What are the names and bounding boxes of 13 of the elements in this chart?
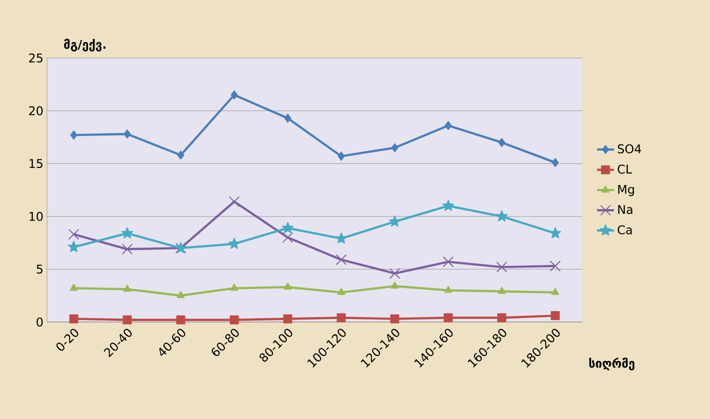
y-tick-label: 10: [30, 212, 43, 221]
legend-label: CL: [618, 164, 632, 174]
y-tick-label: 20: [29, 106, 43, 116]
legend-label: Na: [618, 205, 632, 214]
x-axis-title: სიღრმე: [589, 358, 634, 370]
legend-label: Mg: [618, 184, 634, 196]
y-tick-label: 5: [36, 264, 42, 274]
legend-label: SO4: [618, 144, 642, 154]
y-axis-title: მგ/ექვ.: [64, 38, 106, 52]
legend-label: Ca: [618, 225, 632, 234]
y-tick-label: 15: [30, 159, 42, 168]
y-tick-label: 25: [29, 53, 42, 63]
y-tick-label: 0: [36, 317, 43, 327]
